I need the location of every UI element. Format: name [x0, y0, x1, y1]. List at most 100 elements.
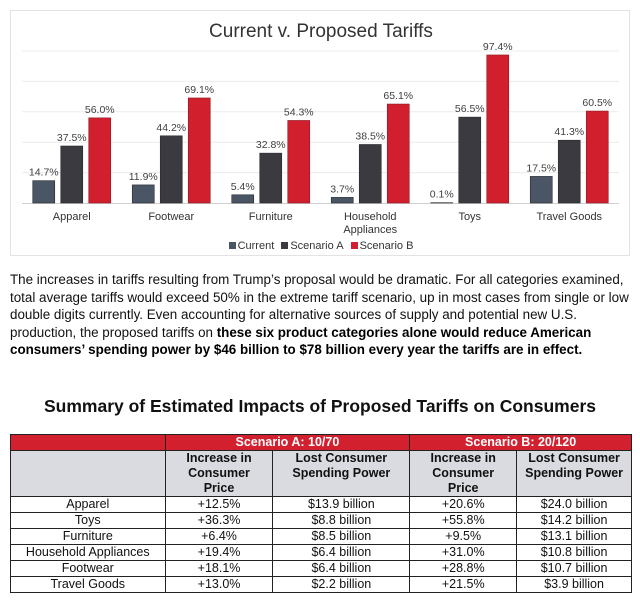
cell-b-lost: $3.9 billion — [516, 576, 632, 593]
cell-b-increase: +21.5% — [409, 576, 518, 593]
bar-scenario-b — [386, 103, 410, 204]
legend-label: Scenario A — [290, 240, 344, 252]
data-label: 17.5% — [526, 162, 556, 174]
bar-scenario-b — [287, 120, 311, 204]
data-label: 5.4% — [231, 181, 255, 193]
data-label: 97.4% — [483, 41, 513, 53]
body-paragraph: The increases in tariffs resulting from … — [10, 271, 635, 359]
data-label: 65.1% — [383, 90, 413, 102]
table-row: Household Appliances +19.4% $6.4 billion +3… — [10, 544, 632, 561]
cell-b-increase: +55.8% — [409, 512, 518, 529]
category-header — [10, 450, 166, 497]
table-row: Furniture +6.4% $8.5 billion +9.5% $13.1 bil… — [10, 528, 632, 545]
table-row: Toys +36.3% $8.8 billion +55.8% $14.2 billio… — [10, 512, 632, 529]
tariff-chart: Current v. Proposed Tariffs 14.7% 37.5% 56… — [10, 10, 630, 256]
cell-a-lost: $8.8 billion — [272, 512, 411, 529]
data-label: 44.2% — [156, 122, 186, 134]
table-row: Footwear +18.1% $6.4 billion +28.8% $10.7 bi… — [10, 560, 632, 577]
column-header-row: Increase in Consumer Price Lost Consumer… — [10, 450, 632, 497]
chart-legend: Current Scenario A Scenario B — [11, 240, 631, 252]
bar-scenario-a — [259, 152, 283, 204]
cell-b-lost: $13.1 billion — [516, 528, 632, 545]
data-label: 14.7% — [29, 167, 59, 179]
bar-current — [131, 184, 155, 204]
cell-a-increase: +36.3% — [164, 512, 274, 529]
bar-current — [231, 194, 255, 204]
legend-item-scenario-b: Scenario B — [350, 240, 414, 252]
category-label: Household — [344, 211, 397, 223]
bar-scenario-a — [358, 144, 382, 204]
cell-b-increase: +9.5% — [409, 528, 518, 545]
cell-category: Apparel — [10, 496, 166, 513]
bar-scenario-a — [60, 145, 84, 204]
category-label: Toys — [458, 211, 481, 223]
data-label: 37.5% — [57, 132, 87, 144]
legend-swatch-current — [228, 242, 236, 249]
blank-header-cell — [10, 434, 166, 451]
bar-scenario-a — [458, 116, 482, 204]
category-label: Furniture — [249, 211, 293, 223]
scenario-header-row: Scenario A: 10/70 Scenario B: 20/120 — [10, 434, 632, 451]
legend-item-current: Current — [228, 240, 275, 252]
category-label: Footwear — [148, 211, 194, 223]
data-label: 41.3% — [554, 126, 584, 138]
chart-title: Current v. Proposed Tariffs — [209, 21, 433, 42]
bar-scenario-a — [557, 139, 581, 204]
cell-a-increase: +19.4% — [164, 544, 274, 561]
bar-scenario-b — [585, 110, 609, 204]
cell-b-increase: +28.8% — [409, 560, 518, 577]
a-increase-header: Increase in Consumer Price — [164, 450, 274, 497]
data-label: 3.7% — [330, 183, 354, 195]
cell-a-increase: +18.1% — [164, 560, 274, 577]
paragraph-text: The increases in tariffs resulting from … — [10, 272, 629, 340]
cell-b-lost: $10.8 billion — [516, 544, 632, 561]
cell-category: Travel Goods — [10, 576, 166, 593]
bar-current — [330, 197, 354, 204]
data-label: 11.9% — [129, 171, 158, 183]
cell-category: Household Appliances — [10, 544, 166, 561]
scenario-b-header: Scenario B: 20/120 — [409, 434, 632, 451]
summary-table: Scenario A: 10/70 Scenario B: 20/120 Inc… — [10, 434, 632, 593]
legend-label: Current — [237, 240, 275, 252]
data-label: 54.3% — [284, 106, 314, 118]
table-row: Travel Goods +13.0% $2.2 billion +21.5% $3.9… — [10, 576, 632, 593]
data-label: 69.1% — [184, 84, 214, 96]
bar-scenario-b — [187, 97, 211, 204]
cell-b-lost: $24.0 billion — [516, 496, 632, 513]
legend-item-scenario-a: Scenario A — [281, 240, 344, 252]
category-label: Appliances — [343, 224, 397, 236]
table-title: Summary of Estimated Impacts of Proposed… — [43, 396, 596, 416]
legend-label: Scenario B — [359, 240, 414, 252]
legend-swatch-scenario-a — [281, 242, 289, 249]
cell-b-increase: +31.0% — [409, 544, 518, 561]
cell-a-lost: $8.5 billion — [272, 528, 411, 545]
bar-scenario-b — [88, 117, 112, 204]
cell-a-increase: +13.0% — [164, 576, 274, 593]
a-lost-header: Lost Consumer Spending Power — [272, 450, 411, 497]
legend-swatch-scenario-b — [350, 242, 358, 249]
data-label: 0.1% — [430, 189, 454, 201]
data-label: 60.5% — [582, 97, 612, 109]
cell-b-lost: $14.2 billion — [516, 512, 632, 529]
cell-a-lost: $2.2 billion — [272, 576, 411, 593]
cell-category: Footwear — [10, 560, 166, 577]
cell-a-lost: $6.4 billion — [272, 560, 411, 577]
cell-a-lost: $13.9 billion — [272, 496, 411, 513]
data-label: 38.5% — [355, 130, 385, 142]
cell-a-increase: +12.5% — [164, 496, 274, 513]
cell-b-lost: $10.7 billion — [516, 560, 632, 577]
b-increase-header: Increase in Consumer Price — [409, 450, 518, 497]
cell-a-increase: +6.4% — [164, 528, 274, 545]
bar-current — [32, 180, 56, 204]
data-label: 56.0% — [85, 104, 115, 116]
category-label: Travel Goods — [536, 211, 602, 223]
cell-category: Toys — [10, 512, 166, 529]
bar-scenario-a — [159, 135, 183, 204]
cell-a-lost: $6.4 billion — [272, 544, 411, 561]
table-row: Apparel +12.5% $13.9 billion +20.6% $24.0 bi… — [10, 496, 632, 513]
bar-current — [529, 176, 553, 204]
b-lost-header: Lost Consumer Spending Power — [516, 450, 632, 497]
cell-category: Furniture — [10, 528, 166, 545]
table-body: Apparel +12.5% $13.9 billion +20.6% $24.0 bi… — [10, 496, 632, 593]
cell-b-increase: +20.6% — [409, 496, 518, 513]
